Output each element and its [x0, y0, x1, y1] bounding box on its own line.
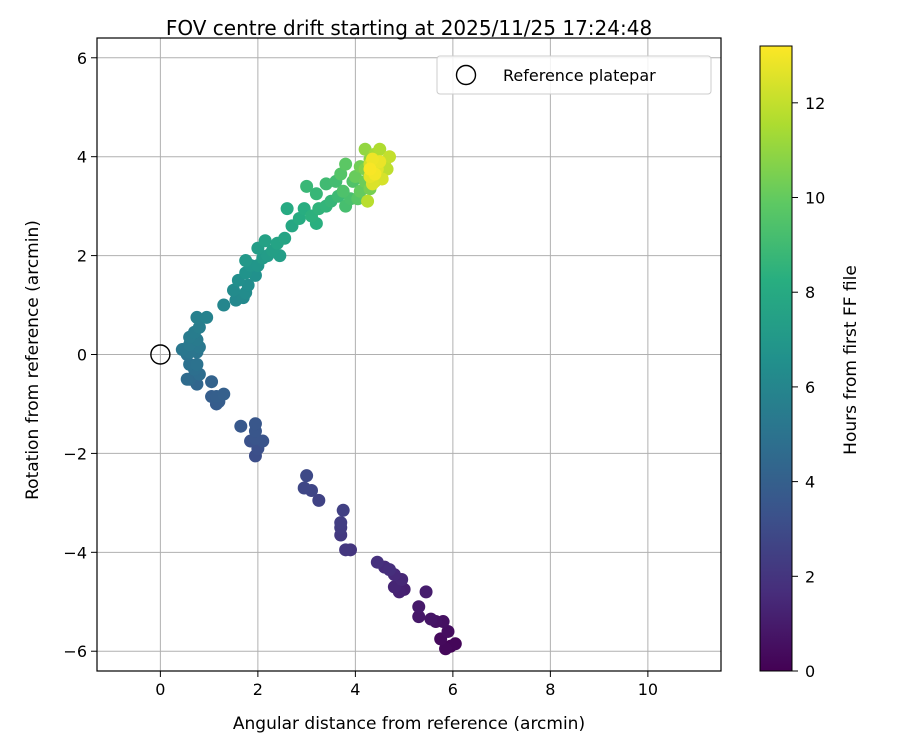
scatter-point	[319, 177, 333, 191]
scatter-point	[439, 642, 453, 656]
y-tick-label: 2	[77, 247, 87, 266]
scatter-point	[200, 310, 214, 324]
legend-box	[436, 55, 712, 95]
scatter-point	[241, 278, 255, 292]
scatter-point	[383, 150, 396, 164]
scatter-point	[370, 555, 384, 569]
colorbar-tick-label: 2	[805, 567, 815, 586]
scatter-point	[248, 268, 262, 282]
colorbar-tick-label: 0	[805, 662, 815, 681]
scatter-point	[383, 563, 396, 577]
y-tick-label: −4	[63, 543, 87, 562]
scatter-point	[412, 600, 426, 614]
y-axis-label: Rotation from reference (arcmin)	[23, 220, 43, 500]
scatter-point	[339, 157, 353, 171]
scatter-point	[419, 585, 433, 599]
scatter-point	[348, 169, 362, 183]
scatter-point	[217, 387, 231, 401]
scatter-point	[365, 152, 379, 166]
colorbar-gradient	[759, 45, 793, 672]
x-tick-label: 2	[253, 680, 263, 699]
scatter-point	[441, 624, 455, 638]
colorbar-tick-label: 4	[805, 473, 815, 492]
scatter-point	[180, 372, 194, 386]
y-axis: −6 −4 −2 0 2 4 6	[63, 49, 97, 661]
scatter-point	[300, 469, 314, 483]
x-axis-label: Angular distance from reference (arcmin)	[233, 714, 585, 734]
scatter-point	[334, 167, 348, 181]
colorbar-tick-label: 12	[805, 94, 825, 113]
y-tick-label: −6	[63, 642, 87, 661]
scatter-point	[234, 419, 248, 433]
scatter-point	[309, 187, 323, 201]
colorbar: 0 2 4 6 8 10 12 Hours from first FF file	[759, 45, 861, 681]
colorbar-label: Hours from first FF file	[841, 265, 861, 455]
colorbar-tick-label: 10	[805, 189, 825, 208]
scatter-point	[190, 310, 204, 324]
x-tick-label: 4	[350, 680, 360, 699]
x-tick-label: 6	[448, 680, 458, 699]
legend-entry-reference: Reference platepar	[503, 66, 656, 85]
scatter-point	[353, 184, 367, 198]
scatter-point	[192, 320, 206, 334]
legend: Reference platepar	[436, 55, 712, 95]
y-tick-label: 4	[77, 148, 87, 167]
scatter-point	[424, 612, 438, 626]
scatter-point	[358, 142, 372, 156]
scatter-point	[248, 417, 262, 431]
scatter-point	[336, 503, 350, 517]
y-tick-label: 0	[77, 346, 87, 365]
x-tick-label: 10	[638, 680, 658, 699]
scatter-point	[336, 184, 350, 198]
scatter-points	[175, 142, 462, 656]
scatter-point	[361, 194, 375, 208]
scatter-point	[448, 637, 462, 651]
scatter-point	[190, 357, 204, 371]
scatter-point	[300, 179, 314, 193]
colorbar-ticks: 0 2 4 6 8 10 12	[792, 94, 825, 681]
scatter-point	[217, 298, 231, 312]
legend-marker-icon	[455, 64, 477, 86]
x-axis: 0 2 4 6 8 10	[155, 671, 658, 699]
colorbar-tick-label: 8	[805, 283, 815, 302]
scatter-point	[339, 543, 353, 557]
colorbar-tick-label: 6	[805, 378, 815, 397]
scatter-point	[363, 162, 377, 176]
x-tick-label: 0	[155, 680, 165, 699]
scatter-point	[292, 212, 306, 226]
reference-point-marker	[150, 344, 171, 365]
scatter-point	[297, 481, 311, 495]
scatter-point	[312, 493, 326, 507]
scatter-point	[239, 254, 253, 268]
scatter-point	[227, 283, 240, 297]
scatter-point	[278, 231, 292, 245]
scatter-point	[205, 375, 219, 389]
scatter-point	[258, 234, 272, 248]
y-tick-label: 6	[77, 49, 87, 68]
scatter-point	[280, 202, 294, 216]
scatter-point	[412, 610, 426, 624]
x-tick-label: 8	[545, 680, 555, 699]
y-tick-label: −2	[63, 444, 87, 463]
chart-title: FOV centre drift starting at 2025/11/25 …	[166, 16, 652, 40]
scatter-point	[334, 516, 348, 530]
scatter-point	[373, 142, 387, 156]
